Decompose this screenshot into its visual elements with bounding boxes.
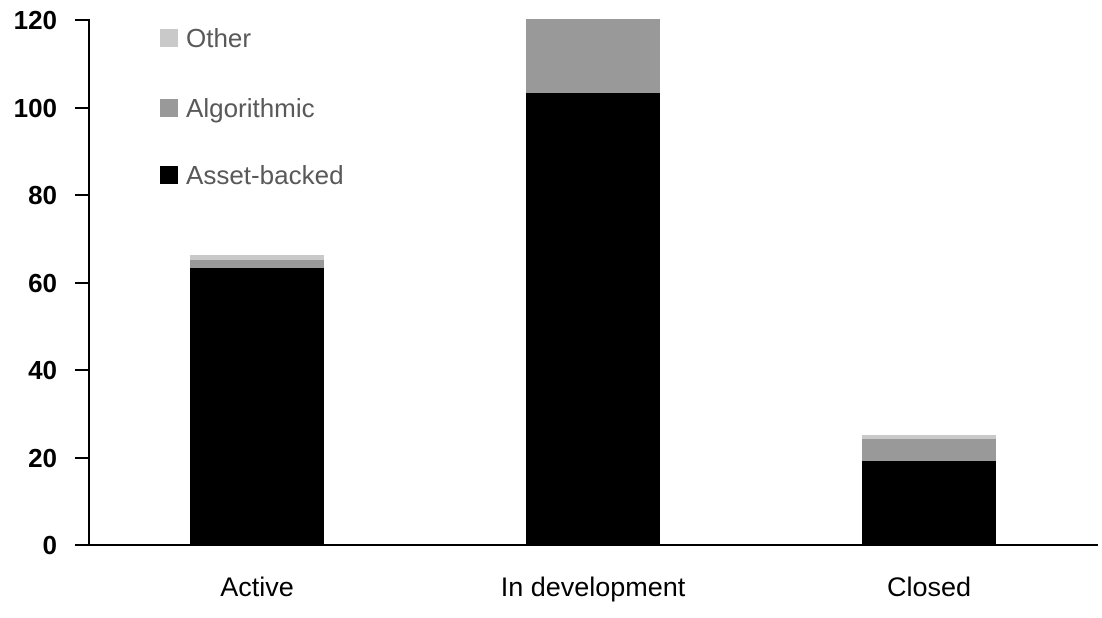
bar-segment-algorithmic-closed: [862, 439, 996, 461]
bar-segment-algorithmic-in-development: [526, 19, 660, 94]
legend-label: Other: [186, 23, 252, 53]
bar-segment-asset-backed-closed: [862, 460, 996, 544]
y-axis-tick-80: [75, 194, 88, 196]
legend-label: Algorithmic: [186, 93, 315, 123]
bar-segment-algorithmic-active: [190, 259, 324, 269]
legend-item-algorithmic: Algorithmic: [160, 95, 315, 121]
y-axis-tick-label-40: 40: [28, 355, 57, 385]
x-axis-label-in-development: In development: [500, 572, 686, 602]
legend-swatch-icon: [160, 99, 178, 117]
y-axis-tick-100: [75, 107, 88, 109]
bar-segment-other-active: [190, 255, 324, 260]
bar-segment-other-closed: [862, 434, 996, 439]
legend-swatch-icon: [160, 166, 178, 184]
y-axis-tick-120: [75, 19, 88, 21]
legend-swatch-icon: [160, 29, 178, 47]
y-axis-tick-label-100: 100: [13, 93, 57, 123]
y-axis-tick-60: [75, 282, 88, 284]
y-axis-tick-label-120: 120: [13, 5, 57, 35]
y-axis-tick-label-60: 60: [28, 268, 57, 298]
y-axis-tick-20: [75, 457, 88, 459]
x-axis-label-active: Active: [220, 572, 294, 602]
y-axis-line: [88, 19, 90, 546]
legend-item-other: Other: [160, 25, 251, 51]
y-axis-tick-40: [75, 369, 88, 371]
legend-item-asset-backed: Asset-backed: [160, 162, 344, 188]
legend-label: Asset-backed: [186, 160, 344, 190]
bar-segment-asset-backed-in-development: [526, 93, 660, 544]
y-axis-tick-label-20: 20: [28, 443, 57, 473]
y-axis-tick-label-80: 80: [28, 180, 57, 210]
y-axis-tick-label-0: 0: [42, 530, 57, 560]
x-axis-label-closed: Closed: [886, 572, 972, 602]
bar-segment-asset-backed-active: [190, 268, 324, 544]
x-axis-line: [88, 544, 1098, 546]
y-axis-tick-0: [75, 544, 88, 546]
